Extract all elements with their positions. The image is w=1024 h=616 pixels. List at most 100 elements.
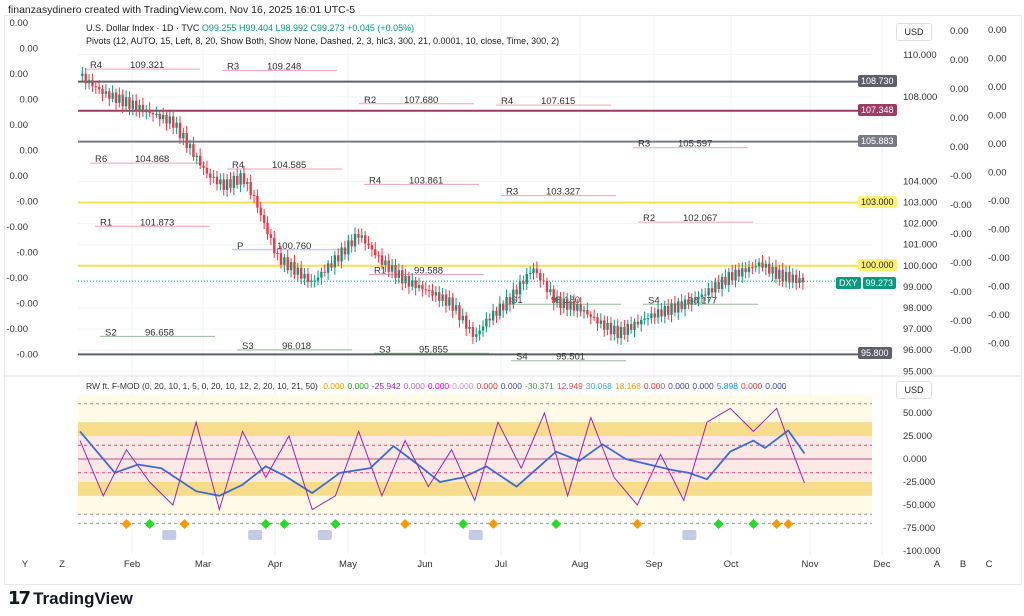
- right-axis-b-value: 0.00: [988, 139, 1007, 150]
- candle-body: [236, 175, 239, 185]
- candle-body: [185, 133, 188, 149]
- pivot-label: R2: [364, 95, 376, 106]
- candle-body: [434, 292, 438, 296]
- candle-body: [525, 273, 528, 284]
- signal-block: [682, 530, 697, 540]
- candle-body: [94, 86, 97, 88]
- indicator-axis-tick: -50.000: [903, 500, 935, 511]
- pivot-label: R4: [369, 175, 381, 186]
- candle-body: [424, 289, 427, 291]
- candle-body: [458, 305, 461, 321]
- right-axis-b-value: -0.00: [988, 310, 1010, 321]
- candle-body: [677, 301, 680, 313]
- left-axis-value: 0.00: [10, 120, 29, 131]
- left-axis-value: -0.00: [16, 197, 38, 208]
- candle-body: [522, 281, 525, 284]
- candle-body: [232, 175, 236, 188]
- candle-body: [134, 100, 138, 111]
- right-axis-b-value: 0.00: [988, 111, 1007, 122]
- candle-body: [195, 155, 199, 158]
- candle-body: [209, 173, 212, 178]
- left-axis-value: -0.00: [6, 273, 28, 284]
- candle-body: [562, 298, 566, 309]
- indicator-value: 0.000: [500, 381, 523, 391]
- signal-diamond: [783, 519, 794, 529]
- right-axis-b-value: 0.00: [988, 25, 1007, 36]
- signal-block: [317, 530, 332, 540]
- candle-body: [91, 80, 94, 87]
- candle-body: [104, 91, 108, 94]
- candle-body: [576, 304, 579, 311]
- pivot-label: S4: [648, 295, 660, 306]
- right-axis-a-value: 0.00: [950, 26, 969, 37]
- candle-body: [451, 297, 454, 311]
- candle-body: [734, 269, 737, 281]
- candle-body: [138, 104, 141, 111]
- candle-body: [421, 285, 424, 290]
- signal-diamond: [771, 519, 782, 529]
- candle-body: [764, 263, 768, 268]
- pivot-value: 101.873: [140, 217, 174, 228]
- candle-body: [283, 257, 286, 265]
- candle-body: [404, 276, 407, 284]
- candle-body: [502, 303, 505, 311]
- candle-body: [757, 262, 761, 267]
- price-axis-tick: 100.000: [903, 261, 937, 272]
- candle-body: [131, 100, 135, 109]
- candle-body: [609, 322, 613, 335]
- indicator-value: 0.000: [765, 381, 787, 391]
- candle-body: [151, 113, 155, 115]
- candle-body: [262, 215, 266, 223]
- right-axis-a-value: 0.00: [950, 55, 969, 66]
- candle-body: [350, 240, 353, 247]
- right-axis-a-value: -0.00: [950, 316, 972, 327]
- price-level-badge: 107.348: [858, 103, 897, 116]
- candle-body: [165, 114, 168, 124]
- candle-body: [741, 268, 744, 277]
- candle-body: [798, 277, 801, 283]
- candle-body: [495, 310, 498, 316]
- candle-body: [559, 296, 562, 309]
- candle-body: [700, 294, 704, 298]
- candle-body: [579, 304, 582, 312]
- indicator-currency-button[interactable]: USD: [896, 381, 932, 399]
- candle-body: [141, 104, 145, 113]
- time-axis-tick: Jul: [495, 559, 507, 570]
- right-axis-a-value: -0.00: [950, 258, 972, 269]
- candle-body: [498, 303, 502, 316]
- indicator-legend[interactable]: RW ft. F-MOD (0, 20, 10, 1, 5, 0, 20, 10…: [86, 381, 793, 391]
- candle-body: [794, 274, 798, 283]
- candle-body: [747, 267, 751, 273]
- candle-body: [337, 255, 340, 262]
- candle-body: [411, 280, 414, 287]
- currency-button[interactable]: USD: [896, 23, 932, 41]
- indicator-value: 0.000: [452, 381, 474, 391]
- candle-body: [606, 322, 609, 330]
- candle-body: [155, 113, 158, 115]
- candle-body: [761, 262, 764, 268]
- left-axis-value: -0.00: [6, 324, 28, 335]
- candle-body: [310, 280, 313, 282]
- symbol-name[interactable]: U.S. Dollar Index · 1D · TVC: [86, 23, 200, 33]
- time-axis-tick: Mar: [195, 559, 211, 570]
- candle-body: [539, 273, 542, 281]
- candle-body: [666, 305, 670, 315]
- right-axis-b-value: 0.00: [988, 168, 1007, 179]
- price-axis-tick: 98.000: [903, 303, 932, 314]
- candle-body: [347, 240, 350, 255]
- candle-body: [444, 294, 448, 306]
- indicator-value: 5.898: [716, 381, 738, 391]
- price-axis-tick: 95.000: [903, 366, 932, 377]
- candle-body: [367, 243, 370, 246]
- candle-body: [468, 327, 471, 329]
- candle-body: [323, 271, 326, 273]
- candle-body: [145, 109, 148, 113]
- tradingview-logo[interactable]: 𝟭𝟳 TradingView: [8, 588, 133, 609]
- pivots-legend[interactable]: Pivots (12, AUTO, 15, Left, 8, 20, Show …: [86, 36, 560, 46]
- time-axis-tick: Aug: [572, 559, 589, 570]
- brand-name: TradingView: [33, 588, 133, 608]
- corner-label: B: [960, 559, 966, 570]
- indicator-title[interactable]: RW ft. F-MOD (0, 20, 10, 1, 5, 0, 20, 10…: [86, 381, 318, 391]
- candle-body: [222, 179, 225, 190]
